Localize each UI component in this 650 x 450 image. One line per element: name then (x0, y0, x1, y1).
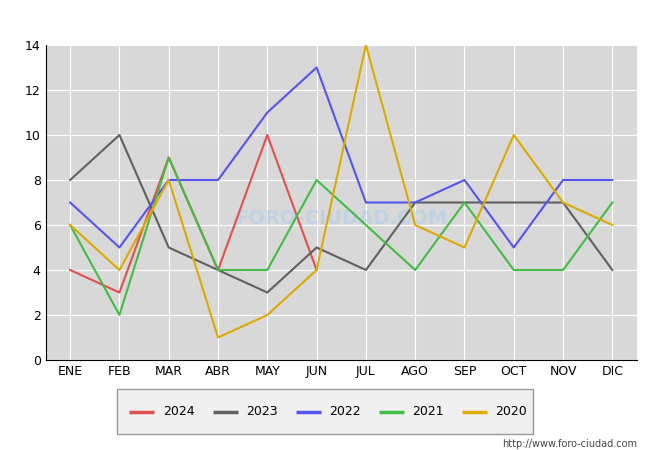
Text: 2024: 2024 (162, 405, 194, 418)
Text: 2022: 2022 (329, 405, 361, 418)
Text: http://www.foro-ciudad.com: http://www.foro-ciudad.com (502, 439, 637, 449)
Text: Matriculaciones de Vehiculos en Sollana: Matriculaciones de Vehiculos en Sollana (144, 7, 506, 25)
FancyBboxPatch shape (117, 389, 533, 434)
Text: 2021: 2021 (412, 405, 444, 418)
Text: 2023: 2023 (246, 405, 278, 418)
Text: 2020: 2020 (495, 405, 527, 418)
Text: FORO-CIUDAD.COM: FORO-CIUDAD.COM (235, 209, 447, 228)
